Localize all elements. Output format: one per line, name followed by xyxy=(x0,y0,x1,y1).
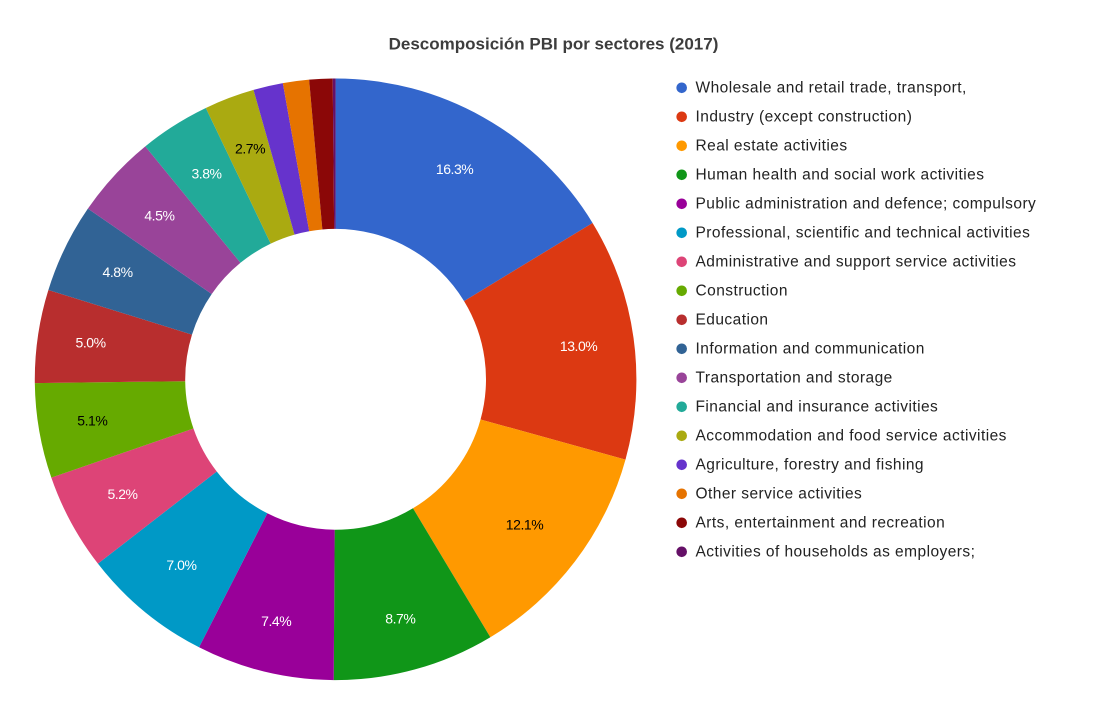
svg-text:Wholesale and retail trade, tr: Wholesale and retail trade, transport, xyxy=(696,79,967,96)
svg-text:7.4%: 7.4% xyxy=(261,613,291,629)
svg-text:Activities of households as em: Activities of households as employers; xyxy=(696,543,976,560)
svg-text:Industry (except construction): Industry (except construction) xyxy=(696,108,913,125)
svg-text:Agriculture, forestry and fish: Agriculture, forestry and fishing xyxy=(696,456,925,473)
svg-text:Other service activities: Other service activities xyxy=(696,485,863,502)
svg-text:Human health and social work a: Human health and social work activities xyxy=(696,166,985,183)
svg-text:4.8%: 4.8% xyxy=(103,264,133,280)
svg-text:Financial and insurance activi: Financial and insurance activities xyxy=(696,398,939,415)
svg-text:Information and communication: Information and communication xyxy=(696,340,925,357)
svg-text:4.5%: 4.5% xyxy=(144,207,174,223)
svg-text:5.2%: 5.2% xyxy=(107,486,137,502)
svg-text:2.7%: 2.7% xyxy=(235,140,265,156)
svg-text:5.0%: 5.0% xyxy=(76,334,106,350)
svg-text:Public administration and defe: Public administration and defence; compu… xyxy=(696,195,1037,212)
svg-text:8.7%: 8.7% xyxy=(385,611,415,627)
svg-text:7.0%: 7.0% xyxy=(166,557,196,573)
svg-text:Construction: Construction xyxy=(696,282,788,299)
svg-text:Professional, scientific and t: Professional, scientific and technical a… xyxy=(696,224,1031,241)
svg-text:Real estate activities: Real estate activities xyxy=(696,137,848,154)
svg-text:Administrative and support ser: Administrative and support service activ… xyxy=(696,253,1017,270)
svg-text:Education: Education xyxy=(696,311,769,328)
svg-text:Transportation and storage: Transportation and storage xyxy=(696,369,893,386)
svg-text:12.1%: 12.1% xyxy=(506,516,543,532)
svg-text:16.3%: 16.3% xyxy=(436,161,473,177)
svg-text:13.0%: 13.0% xyxy=(560,338,597,354)
svg-text:5.1%: 5.1% xyxy=(77,413,107,429)
svg-text:Arts, entertainment and recrea: Arts, entertainment and recreation xyxy=(696,514,946,531)
svg-text:Accommodation and food service: Accommodation and food service activitie… xyxy=(696,427,1007,444)
svg-text:3.8%: 3.8% xyxy=(191,165,221,181)
svg-text:Descomposición PBI por sectore: Descomposición PBI por sectores (2017) xyxy=(389,35,719,54)
